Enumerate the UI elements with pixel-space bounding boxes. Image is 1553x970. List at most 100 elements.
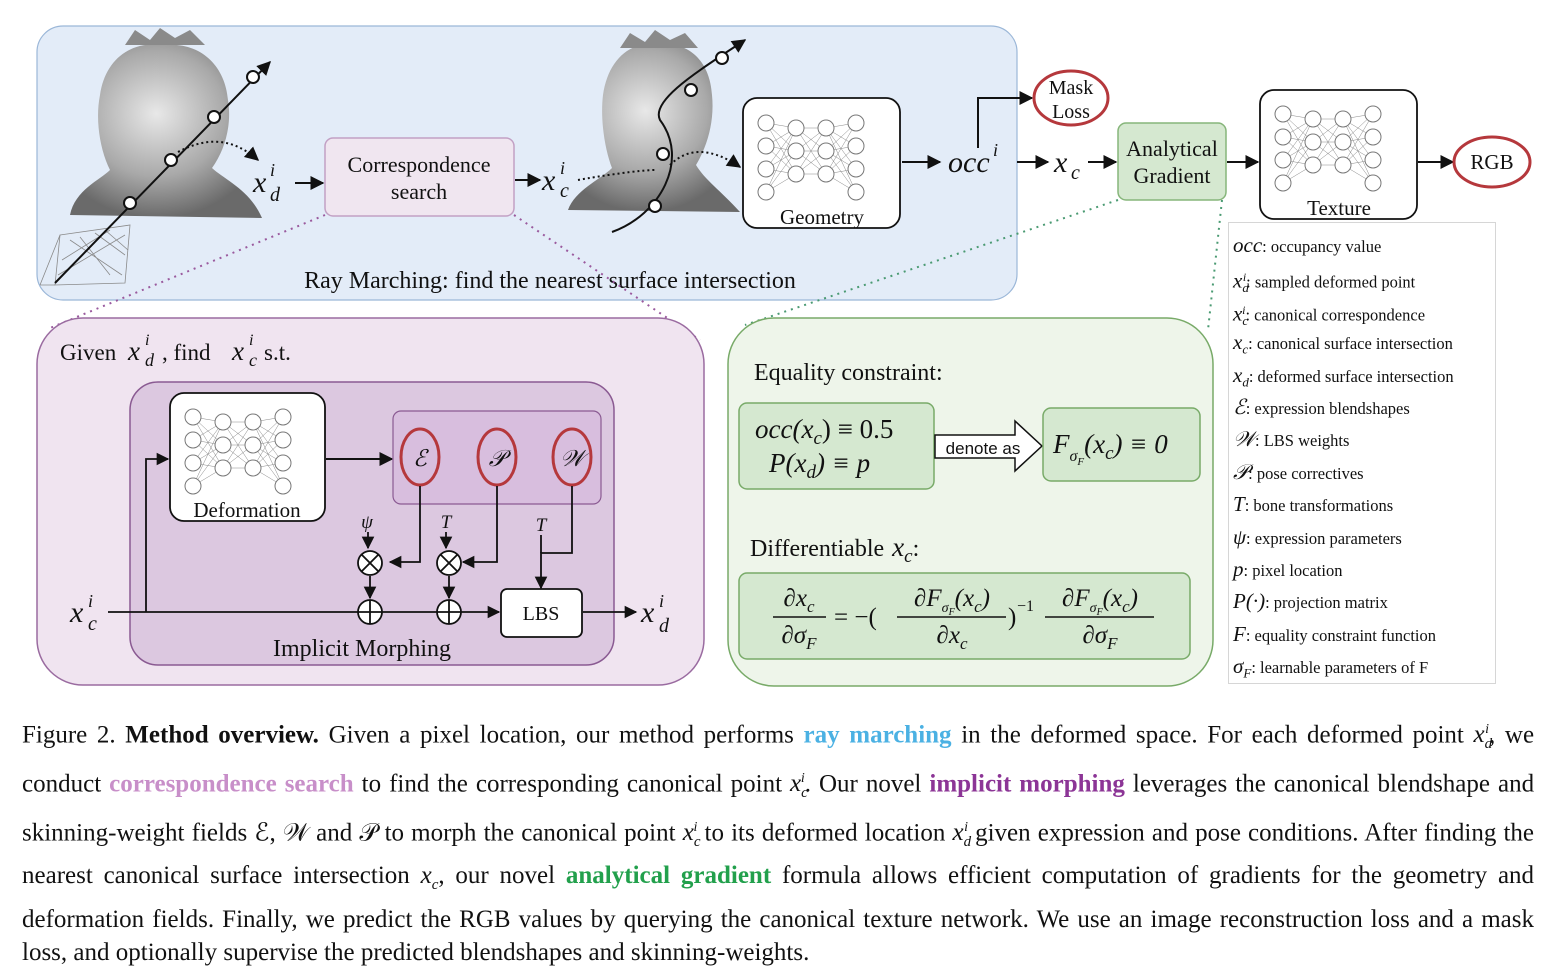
svg-text:s.t.: s.t.	[264, 340, 291, 365]
svg-text:Analytical: Analytical	[1126, 136, 1218, 161]
legend-item: occ: occupancy value	[1233, 229, 1491, 261]
correspondence-search-box: Correspondence search	[324, 137, 515, 217]
legend-symbol: p	[1233, 556, 1244, 581]
caption-prefix: Figure 2.	[22, 721, 116, 749]
svg-text:): )	[1008, 604, 1016, 631]
mask-loss-node: Mask Loss	[1032, 69, 1110, 127]
svg-text:LBS: LBS	[523, 603, 560, 625]
camera-frustum-icon	[39, 224, 131, 286]
expression-blendshapes-node: ℰ	[399, 427, 441, 487]
legend-symbol: 𝒫	[1233, 459, 1249, 484]
ray-line-left	[54, 60, 271, 284]
svg-text:Gradient: Gradient	[1134, 163, 1211, 188]
svg-text:Given: Given	[60, 340, 117, 365]
legend-text: : projection matrix	[1265, 593, 1388, 613]
legend-symbol: x	[1233, 301, 1243, 326]
svg-text:occ(xc) ≡ 0.5: occ(xc) ≡ 0.5	[755, 414, 893, 449]
geometry-network-box: Geometry	[742, 97, 901, 229]
svg-text:i: i	[88, 591, 93, 611]
keyword-correspondence-search: correspondence search	[109, 770, 354, 798]
svg-text:Correspondence: Correspondence	[348, 152, 491, 177]
svg-text:−1: −1	[1017, 598, 1034, 615]
differentiable-title: Differentiable xc:	[750, 532, 919, 567]
xd-label: x	[252, 166, 267, 199]
gradient-formula-box: ∂xc ∂σF = −( ∂FσF(xc) ∂xc ) −1 ∂FσF(xc) …	[738, 572, 1191, 660]
legend-text: : pose correctives	[1248, 463, 1364, 483]
legend-text: : LBS weights	[1255, 431, 1350, 451]
ray-marching-title: Ray Marching: find the nearest surface i…	[304, 268, 796, 294]
curved-ray-canonical	[577, 39, 747, 233]
svg-text:c: c	[560, 180, 569, 202]
legend-text: : equality constraint function	[1245, 625, 1436, 645]
svg-text:i: i	[993, 140, 998, 160]
legend-text: : bone transformations	[1244, 496, 1394, 516]
head-scan-canonical	[568, 30, 740, 213]
svg-text:denote as: denote as	[946, 439, 1021, 458]
svg-text:Loss: Loss	[1052, 101, 1090, 123]
svg-text:c: c	[249, 350, 257, 370]
legend-item: xc: canonical surface intersection	[1233, 330, 1453, 357]
svg-text:x: x	[127, 336, 140, 366]
morphing-operators	[108, 452, 638, 625]
implicit-morphing-title: Implicit Morphing	[273, 636, 451, 662]
svg-text:∂σF: ∂σF	[781, 622, 817, 653]
keyword-implicit-morphing: implicit morphing	[929, 770, 1125, 798]
legend-text: : expression blendshapes	[1245, 398, 1410, 418]
rgb-output-node: RGB	[1452, 135, 1532, 189]
xc-input-label: x	[69, 596, 84, 629]
svg-text:RGB: RGB	[1470, 150, 1513, 174]
svg-text:x: x	[231, 336, 244, 366]
svg-text:T: T	[441, 512, 453, 533]
svg-text:Mask: Mask	[1049, 77, 1093, 99]
svg-text:Geometry: Geometry	[780, 205, 864, 229]
svg-text:= −(: = −(	[834, 604, 877, 631]
svg-text:d: d	[270, 184, 281, 206]
method-overview-diagram: x i d Correspondence search x i c Geomet…	[36, 25, 1532, 687]
caption-title: Method overview.	[125, 721, 319, 749]
legend-symbol: x	[1233, 330, 1243, 355]
analytical-gradient-box: Analytical Gradient	[1117, 122, 1227, 201]
keyword-analytical-gradient: analytical gradient	[565, 862, 772, 890]
legend-symbol: 𝒲	[1233, 427, 1256, 452]
constraint-box: occ(xc) ≡ 0.5 P(xd) ≡ p	[738, 402, 935, 490]
svg-text:ψ: ψ	[361, 512, 374, 533]
svg-text:i: i	[560, 158, 565, 178]
texture-network-box: Texture	[1259, 89, 1418, 220]
xc-label-top: x	[541, 164, 556, 197]
deformation-network-box: Deformation	[169, 392, 326, 522]
legend-text: : learnable parameters of F	[1251, 658, 1429, 678]
legend-item: σF: learnable parameters of F	[1233, 654, 1429, 681]
xd-output-label: x	[640, 596, 655, 629]
legend-text: : canonical correspondence	[1245, 305, 1426, 325]
xc-surface-label: x	[1053, 146, 1068, 179]
legend-symbol: σ	[1233, 654, 1244, 679]
svg-text:P(xd) ≡ p: P(xd) ≡ p	[768, 448, 870, 483]
legend-item: 𝒫: pose correctives	[1233, 456, 1491, 488]
figure-caption: Figure 2. Method overview. Given a pixel…	[22, 721, 1535, 967]
equality-title: Equality constraint:	[754, 360, 943, 386]
svg-text:Texture: Texture	[1307, 196, 1371, 220]
legend-text: : pixel location	[1243, 560, 1343, 580]
legend-item: xd: deformed surface intersection	[1233, 362, 1454, 389]
legend-text: : deformed surface intersection	[1248, 366, 1454, 386]
legend-item: 𝒲: LBS weights	[1233, 423, 1491, 455]
legend-text: : sampled deformed point	[1246, 272, 1416, 292]
svg-text:d: d	[659, 615, 670, 637]
occ-label: occ	[948, 146, 990, 179]
legend-item: P(·): projection matrix	[1233, 585, 1491, 617]
legend-text: : occupancy value	[1262, 237, 1382, 256]
legend-text: : expression parameters	[1246, 528, 1402, 548]
svg-text:c: c	[1071, 162, 1080, 184]
legend-text: : canonical surface intersection	[1248, 334, 1453, 354]
legend-symbol: occ	[1233, 233, 1263, 257]
legend-symbol: x	[1233, 362, 1243, 387]
svg-text:i: i	[270, 160, 275, 180]
svg-text:i: i	[145, 332, 149, 349]
svg-text:c: c	[88, 613, 97, 635]
svg-text:search: search	[391, 179, 447, 204]
svg-text:, find: , find	[162, 340, 211, 365]
legend-symbol: T	[1233, 492, 1245, 517]
legend-item: xci: canonical correspondence	[1233, 301, 1426, 328]
lbs-box: LBS	[500, 588, 583, 638]
f-constraint-box: FσF(xc) ≡ 0	[1042, 407, 1201, 482]
